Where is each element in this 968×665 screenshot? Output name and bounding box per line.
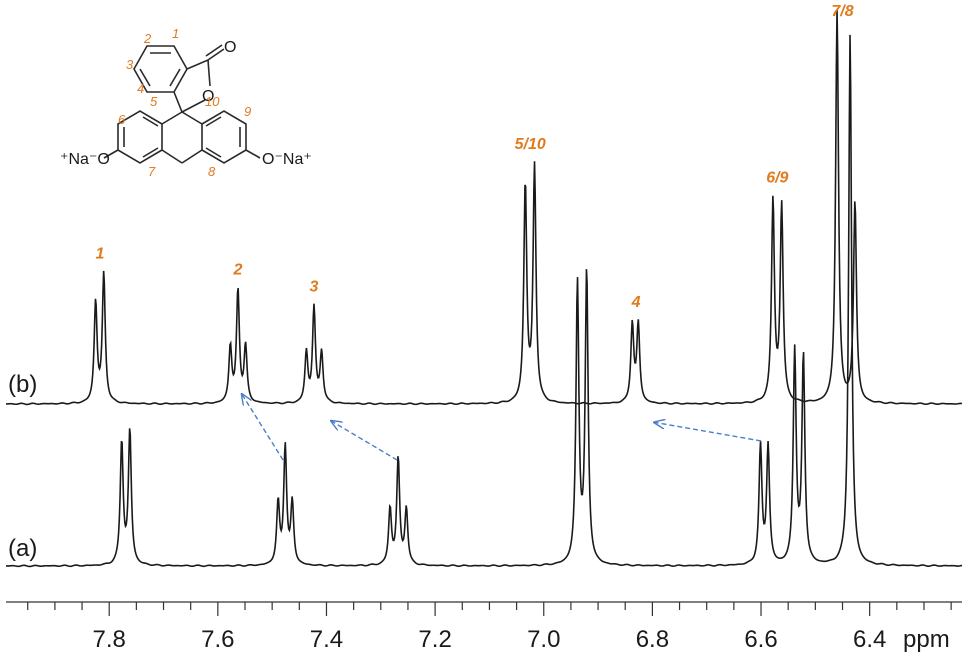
x-tick-label: 6.6 xyxy=(744,626,777,653)
atom-label-6: 6 xyxy=(118,112,126,127)
lactone-bond xyxy=(186,59,209,70)
x-tick-label: 7.6 xyxy=(201,626,234,653)
carbonyl-bond xyxy=(205,44,223,57)
inner-bond xyxy=(205,116,222,127)
oxygen-bond xyxy=(103,149,119,159)
inner-bond xyxy=(142,147,159,158)
trace-label-b: (b) xyxy=(8,371,37,398)
lactone-bond xyxy=(173,91,183,113)
spiro-bond xyxy=(161,111,183,125)
peak-label: 4 xyxy=(631,294,641,311)
atom-label-2: 2 xyxy=(143,31,152,46)
spiro-bond xyxy=(181,111,203,125)
x-tick-label: 7.2 xyxy=(418,626,451,653)
x-tick-label: 6.8 xyxy=(636,626,669,653)
bridge-bond xyxy=(181,149,203,164)
x-axis-ticks xyxy=(27,602,952,616)
inner-bond xyxy=(205,147,222,158)
bridge-bond xyxy=(161,149,183,164)
x-axis-label: ppm xyxy=(903,626,950,653)
spectrum-trace-a xyxy=(5,34,963,568)
x-tick-label: 7.4 xyxy=(310,626,343,653)
inner-bond xyxy=(142,116,159,127)
inner-bond xyxy=(169,68,181,87)
atom-label-8: 8 xyxy=(208,164,216,179)
molecule-structure xyxy=(103,44,261,164)
atom-label-7: 7 xyxy=(148,164,156,179)
peak-label: 6/9 xyxy=(766,169,788,186)
peak-label: 5/10 xyxy=(515,136,546,153)
x-axis: 7.8 7.6 7.4 7.2 7.0 6.8 6.6 6.4 ppm xyxy=(6,601,962,653)
lactone-bond xyxy=(181,99,206,113)
carbonyl-bond xyxy=(207,48,225,61)
shift-arrow xyxy=(332,421,398,461)
lactone-bond xyxy=(207,59,211,87)
carbonyl-oxygen-label: O xyxy=(224,39,236,56)
shift-arrows xyxy=(242,395,762,461)
shift-arrow xyxy=(242,395,284,461)
peak-label: 3 xyxy=(310,279,319,296)
peak-label: 2 xyxy=(232,261,242,278)
trace-label-a: (a) xyxy=(8,535,37,562)
molecule-labels: O O ⁺Na⁻O O⁻Na⁺ 1 2 3 4 5 6 7 8 9 10 xyxy=(60,26,312,179)
atom-label-3: 3 xyxy=(126,57,134,72)
shift-arrow xyxy=(655,422,762,442)
right-phenolate-label: O⁻Na⁺ xyxy=(262,151,312,168)
x-axis-tick-labels: 7.8 7.6 7.4 7.2 7.0 6.8 6.6 6.4 xyxy=(93,626,887,653)
atom-label-1: 1 xyxy=(172,26,179,41)
atom-label-4: 4 xyxy=(137,81,144,96)
x-tick-label: 7.0 xyxy=(527,626,560,653)
peak-label: 1 xyxy=(96,246,105,263)
spectrum-trace-b xyxy=(6,9,963,406)
atom-label-9: 9 xyxy=(244,104,251,119)
atom-label-5: 5 xyxy=(150,94,158,109)
x-tick-label: 7.8 xyxy=(93,626,126,653)
left-phenolate-label: ⁺Na⁻O xyxy=(60,151,110,168)
peak-label: 7/8 xyxy=(831,3,853,20)
inner-bond xyxy=(139,68,151,87)
x-tick-label: 6.4 xyxy=(853,626,886,653)
atom-label-10: 10 xyxy=(205,94,220,109)
ring-oxygen-label: O xyxy=(202,88,214,105)
oxygen-bond xyxy=(245,149,261,159)
